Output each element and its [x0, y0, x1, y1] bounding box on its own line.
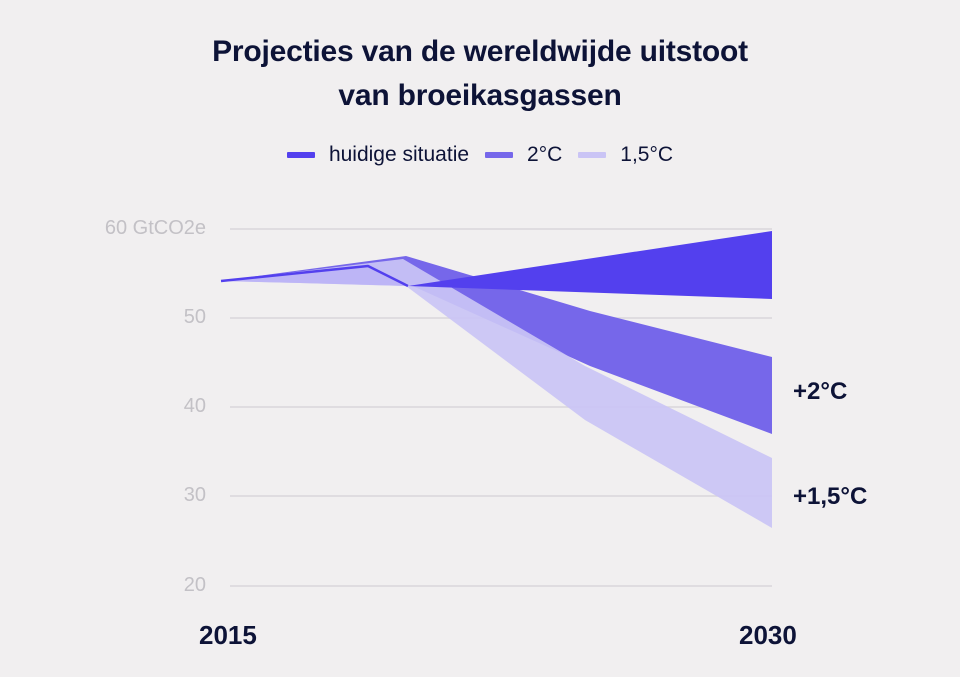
chart-title-line-2: van broeikasgassen	[338, 79, 622, 112]
legend-swatch-1-5c-icon	[578, 152, 607, 158]
x-tick-start: 2015	[199, 620, 257, 650]
y-tick-50: 50	[183, 306, 206, 328]
band-2c	[221, 256, 772, 434]
legend-label-current: huidige situatie	[328, 143, 470, 166]
legend-item-1-5c: 1,5°C	[578, 143, 673, 167]
x-tick-end: 2030	[739, 620, 797, 650]
y-tick-20: 20	[183, 574, 206, 596]
y-tick-30: 30	[183, 484, 206, 506]
line-current	[220, 264, 409, 288]
band-label-1-5c: +1,5°C	[793, 483, 868, 510]
legend-label-1-5c: 1,5°C	[620, 143, 674, 166]
y-tick-40: 40	[183, 395, 206, 417]
legend-item-current: huidige situatie	[286, 143, 470, 167]
chart-title: Projecties van de wereldwijde uitstoot v…	[0, 30, 960, 118]
legend: huidige situatie 2°C 1,5°C	[0, 143, 960, 167]
band-overlap	[221, 266, 408, 286]
band-label-2c: +2°C	[793, 378, 848, 405]
legend-swatch-current-icon	[286, 152, 315, 158]
y-tick-60: 60 GtCO2e	[104, 217, 206, 239]
legend-item-2c: 2°C	[485, 143, 562, 167]
legend-swatch-2c-icon	[485, 152, 514, 158]
legend-label-2c: 2°C	[527, 143, 563, 166]
chart-title-line-1: Projecties van de wereldwijde uitstoot	[212, 35, 748, 68]
band-current	[408, 231, 772, 299]
